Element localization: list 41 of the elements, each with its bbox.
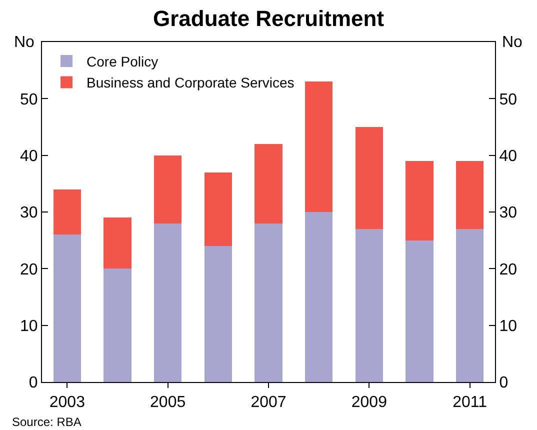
y2-tick-label: 0: [499, 374, 508, 392]
y2-tick-label: 50: [499, 91, 518, 108]
bar: [355, 127, 384, 229]
bar: [104, 218, 132, 269]
y2-tick-label: 10: [499, 318, 518, 335]
bar: [355, 229, 384, 382]
chart-title: Graduate Recruitment: [152, 6, 385, 32]
y2-tick-label: 30: [499, 204, 518, 222]
bar: [204, 172, 232, 246]
y2-tick-label: 40: [499, 148, 518, 165]
x-tick-label: 2007: [250, 394, 286, 412]
bar: [104, 268, 132, 382]
bar: [456, 229, 484, 382]
bar: [254, 223, 282, 382]
x-tick-label: 2003: [49, 394, 86, 412]
y-tick-label: 10: [20, 318, 38, 335]
y-tick-label: 30: [20, 204, 38, 222]
bar: [304, 82, 333, 212]
bar: [406, 161, 434, 240]
y-tick-label: 20: [20, 261, 38, 278]
bar: [204, 246, 232, 382]
y2-tick-label: 20: [499, 261, 518, 278]
bar: [53, 234, 82, 382]
x-tick-label: 2005: [150, 394, 186, 412]
y-axis-title: No: [14, 34, 35, 51]
y-tick-label: 50: [20, 91, 38, 108]
bar: [406, 240, 434, 382]
x-tick-label: 2009: [351, 394, 388, 412]
bar: [53, 189, 82, 235]
y2-axis-title: No: [502, 34, 523, 51]
source-note: Source: RBA: [12, 415, 82, 429]
bar: [304, 212, 333, 382]
y-tick-label: 0: [28, 374, 38, 392]
bar: [254, 144, 282, 224]
bar: [154, 223, 182, 382]
bar: [456, 161, 484, 229]
bar: [154, 155, 182, 224]
legend-label: Core Policy: [86, 53, 158, 70]
legend-label: Business and Corporate Services: [86, 74, 294, 91]
x-tick-label: 2011: [452, 394, 488, 412]
y-tick-label: 40: [20, 148, 38, 165]
